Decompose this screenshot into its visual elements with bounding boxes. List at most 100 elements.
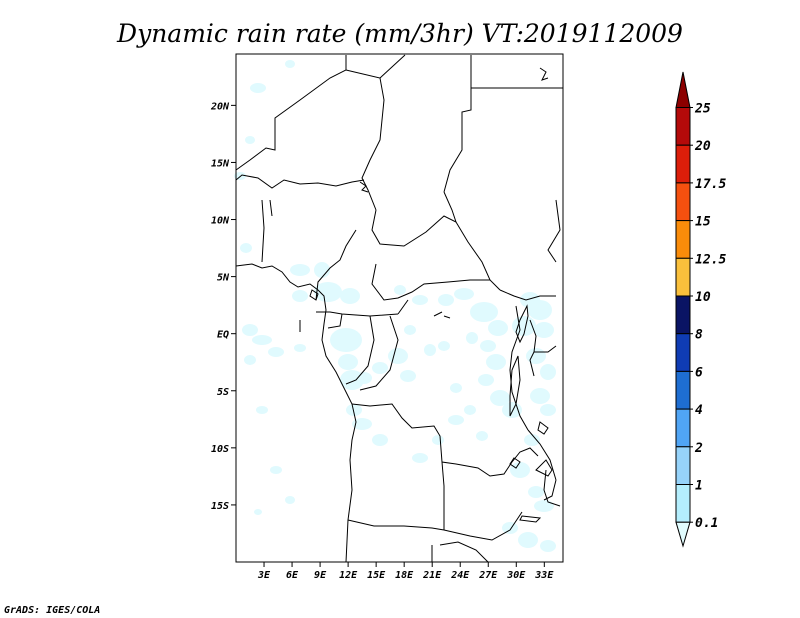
rain-patch [478,374,494,386]
colorbar-label: 12.5 [695,252,726,267]
rain-patch [464,405,476,415]
lon-tick-label: 33E [534,570,554,581]
rain-patch [294,344,306,352]
lon-tick-label: 30E [506,570,526,581]
rain-patch [270,466,282,474]
rain-patch [240,243,252,253]
lat-tick-label: 5N [217,273,230,284]
lat-tick-label: 10N [211,216,230,227]
rain-patch [432,435,444,445]
lon-tick-label: 12E [339,570,358,581]
rain-patch [372,434,388,446]
rain-patch [438,294,454,306]
lake-mweru [509,457,521,469]
colorbar-label: 1 [695,479,703,494]
rain-patch [352,418,372,430]
rain-patch [480,340,496,352]
rain-patch [245,136,255,144]
rain-patch [268,347,284,357]
rain-patch [524,434,540,446]
rain-patch [254,509,262,515]
rain-patch [356,372,372,384]
colorbar-label: 17.5 [695,177,726,192]
rain-patch [330,328,362,352]
colorbar-segment [675,220,691,259]
rain-patch [528,486,544,498]
rain-patch [338,354,358,370]
longitude-axis: 3E 6E 9E 12E 15E 18E 21E 24E 27E 30E 33E [257,562,554,581]
lat-tick-label: EQ [217,330,229,341]
rain-patch [285,60,295,68]
rain-patch [448,415,464,425]
rain-patches [234,60,556,552]
colorbar-min-triangle [675,521,691,548]
rain-patch [466,332,478,344]
lon-tick-label: 3E [257,570,271,581]
rain-patch [540,404,556,416]
rain-patch [490,390,510,406]
chart-title: Dynamic rain rate (mm/3hr) VT:2019112009 [116,19,683,48]
rain-patch [256,406,268,414]
rain-patch [530,388,550,404]
colorbar-segment [675,295,691,335]
colorbar-segment [675,446,691,485]
lon-tick-label: 15E [367,570,386,581]
lon-tick-label: 27E [478,570,498,581]
rain-patch [454,288,474,300]
rain-patch [244,355,256,365]
lon-tick-label: 6E [286,570,299,581]
rain-patch [502,522,518,534]
rain-patch [424,344,436,356]
country-borders [235,54,563,563]
colorbar-segment [675,484,691,523]
colorbar-segment [675,107,691,146]
rain-patch [470,302,498,322]
grads-credit: GrADS: IGES/COLA [4,605,100,616]
colorbar-label: 25 [694,102,711,117]
rain-patch [488,320,508,336]
lat-tick-label: 10S [211,444,229,455]
colorbar-segment [675,182,691,222]
colorbar-label: 20 [694,139,711,154]
colorbar-label: 4 [695,403,703,418]
lake-malawi [535,459,553,477]
rain-patch [526,348,546,364]
lon-tick-label: 9E [314,570,327,581]
rain-patch [250,83,266,93]
rain-patch [476,431,488,441]
rain-patch [528,300,552,320]
lake-albert [515,304,529,344]
rain-patch [372,362,388,374]
lon-tick-label: 18E [395,570,414,581]
colorbar-label: 10 [695,290,711,305]
rain-patch [252,335,272,345]
rain-patch [540,540,556,552]
rain-patch [292,290,308,302]
lake-tanganyika [509,355,521,417]
rain-patch [394,285,406,295]
rain-patch [450,383,462,393]
rain-patch [510,462,530,478]
rain-patch [285,496,295,504]
rain-patch [412,453,428,463]
rain-patch [540,364,556,380]
rain-patch [290,264,310,276]
rain-patch [404,325,416,335]
lat-tick-label: 15N [211,158,230,169]
latitude-axis: 20N 15N 10N 5N EQ 5S 10S 15S [210,101,236,512]
rain-patch [234,172,246,180]
rain-patch [346,404,362,416]
colorbar-label: 6 [695,365,703,380]
colorbar-segment [675,333,691,372]
rain-patch [534,500,554,512]
lon-tick-label: 24E [450,570,470,581]
colorbar-max-triangle [675,71,691,108]
rain-patch [502,402,522,418]
colorbar-label: 8 [695,328,703,343]
map-frame [235,53,564,563]
rain-patch [314,262,330,278]
rain-patch [412,295,428,305]
colorbar: 0.1 1 2 4 6 8 10 12.5 15 17.5 20 25 [675,71,726,548]
colorbar-segment [675,257,691,297]
